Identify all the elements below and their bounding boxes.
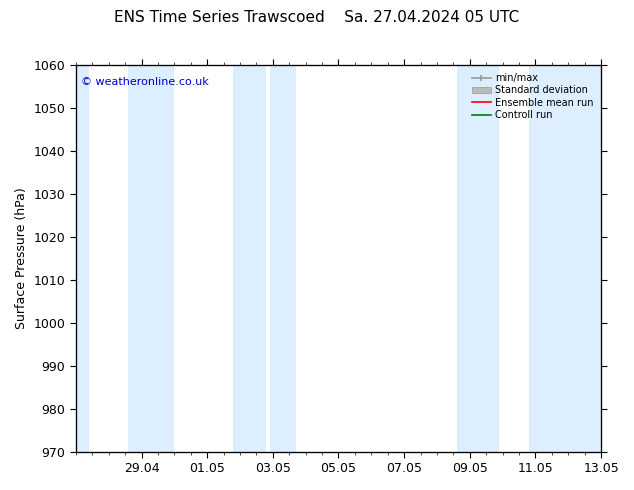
Legend: min/max, Standard deviation, Ensemble mean run, Controll run: min/max, Standard deviation, Ensemble me…: [469, 70, 596, 123]
Bar: [456, 65, 500, 452]
Bar: [128, 65, 174, 452]
Y-axis label: Surface Pressure (hPa): Surface Pressure (hPa): [15, 188, 28, 329]
Bar: [269, 65, 296, 452]
Text: © weatheronline.co.uk: © weatheronline.co.uk: [81, 77, 209, 87]
Bar: [233, 65, 266, 452]
Bar: [529, 65, 601, 452]
Bar: [76, 65, 89, 452]
Text: ENS Time Series Trawscoed    Sa. 27.04.2024 05 UTC: ENS Time Series Trawscoed Sa. 27.04.2024…: [114, 10, 520, 25]
